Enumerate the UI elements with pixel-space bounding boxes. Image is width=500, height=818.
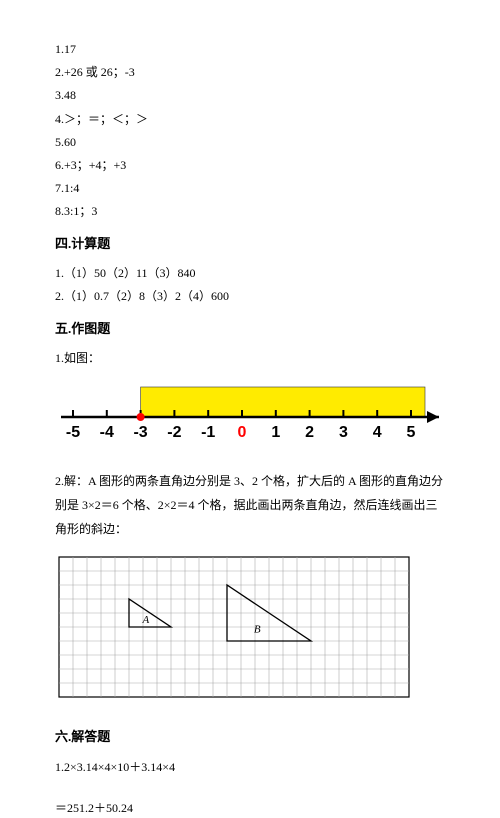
svg-text:0: 0 [238,424,247,441]
section-6-line-2: ＝251.2＋50.24 [55,799,445,818]
svg-text:-5: -5 [66,424,80,441]
section-6-line-1: 1.2×3.14×4×10＋3.14×4 [55,758,445,777]
svg-text:-3: -3 [133,424,147,441]
answer-6: 6.+3；+4；+3 [55,156,445,175]
svg-text:4: 4 [373,424,382,441]
answer-5: 5.60 [55,133,445,152]
svg-text:5: 5 [407,424,416,441]
section-4-title: 四.计算题 [55,234,445,255]
svg-text:-4: -4 [100,424,114,441]
answer-2: 2.+26 或 26；-3 [55,63,445,82]
svg-text:2: 2 [305,424,314,441]
grid-figure: AB [55,553,445,709]
answer-1: 1.17 [55,40,445,59]
number-line-figure: -5 -4 -3 -2 -1 0 1 2 3 4 5 [55,381,445,451]
section-4-line-1: 1.（1）50（2）11（3）840 [55,264,445,283]
svg-text:B: B [254,623,261,635]
svg-text:A: A [141,614,149,626]
svg-text:1: 1 [271,424,280,441]
answer-4: 4.＞；＝；＜；＞ [55,110,445,129]
svg-text:-1: -1 [201,424,215,441]
answer-7: 7.1:4 [55,179,445,198]
section-6-title: 六.解答题 [55,727,445,748]
svg-text:3: 3 [339,424,348,441]
section-5-q1: 1.如图： [55,349,445,368]
section-5-q2: 2.解：A 图形的两条直角边分别是 3、2 个格，扩大后的 A 图形的直角边分别… [55,469,445,541]
section-5-title: 五.作图题 [55,319,445,340]
svg-text:-2: -2 [167,424,181,441]
answer-3: 3.48 [55,86,445,105]
section-4-line-2: 2.（1）0.7（2）8（3）2（4）600 [55,287,445,306]
answer-8: 8.3:1；3 [55,202,445,221]
